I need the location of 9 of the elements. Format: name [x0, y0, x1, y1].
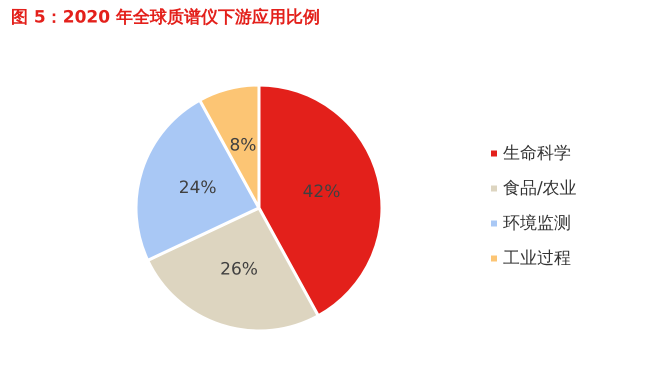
- legend-label: 生命科学: [503, 144, 571, 164]
- legend-label: 食品/农业: [503, 178, 577, 198]
- data-label: 42%: [302, 182, 340, 202]
- chart-title: 图 5：2020 年全球质谱仪下游应用比例: [11, 8, 320, 28]
- data-label: 24%: [178, 178, 217, 198]
- data-label: 26%: [220, 259, 258, 280]
- legend-label: 工业过程: [503, 248, 571, 268]
- legend-label: 环境监测: [503, 214, 571, 234]
- data-label: 8%: [229, 135, 256, 156]
